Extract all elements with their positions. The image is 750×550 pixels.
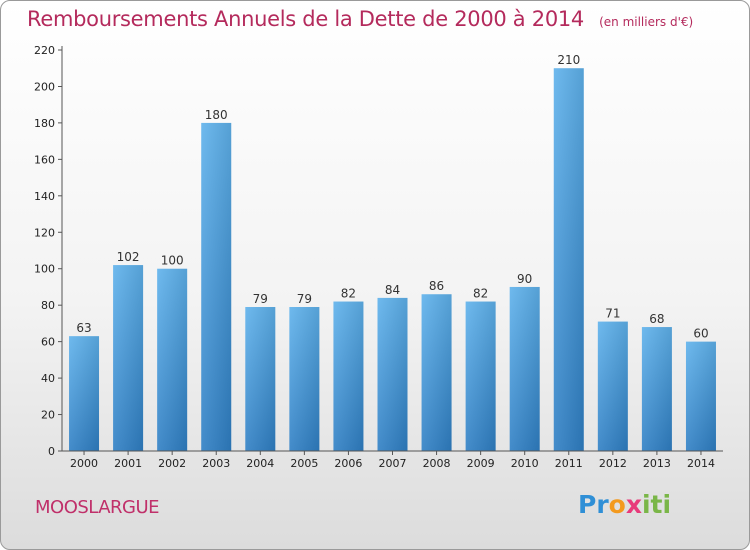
x-tick-label: 2000 [70,457,98,470]
x-tick-label: 2006 [334,457,362,470]
y-tick-label: 80 [41,299,55,312]
x-tick-label: 2013 [643,457,671,470]
x-tick-label: 2007 [379,457,407,470]
data-label: 210 [557,53,580,67]
title-block: Remboursements Annuels de la Dette de 20… [27,7,693,31]
bar-shade [245,307,276,451]
bar-shade [377,297,408,451]
y-tick-label: 160 [34,153,55,166]
proxiti-logo: Proxiti [578,490,672,519]
y-tick-label: 180 [34,117,55,130]
x-tick-label: 2009 [467,457,495,470]
y-axis: 0 20 40 60 80 100 120 140 160 180 200 220 [34,44,63,458]
bar-shade [69,336,100,451]
y-tick-label: 220 [34,44,55,57]
bar-shade [509,286,540,451]
x-tick-label: 2003 [202,457,230,470]
data-label: 68 [649,312,664,326]
x-tick-label: 2005 [290,457,318,470]
x-axis: 2000 2001 2002 2003 2004 2005 2006 2007 2008 2009… [62,450,723,470]
bar-shade [289,307,320,451]
y-tick-label: 0 [48,445,55,458]
y-tick-label: 140 [34,190,55,203]
y-tick-label: 100 [34,263,55,276]
bars: 63 102 100 180 79 79 82 84 86 82 90 210 71 68 60 [69,53,716,452]
bar-shade [201,122,232,451]
x-tick-label: 2010 [511,457,539,470]
bar-shade [465,301,496,451]
bar-shade [685,341,716,451]
data-label: 102 [117,250,140,264]
y-tick-label: 20 [41,409,55,422]
bar-shade [641,327,672,451]
bar-shade [333,301,364,451]
commune-name: MOOSLARGUE [35,497,160,518]
x-tick-label: 2008 [423,457,451,470]
y-tick-label: 60 [41,336,55,349]
data-label: 100 [161,254,184,268]
data-label: 84 [385,283,400,297]
bar-shade [553,68,584,452]
chart-title: Remboursements Annuels de la Dette de 20… [27,7,584,31]
x-tick-label: 2002 [158,457,186,470]
x-tick-label: 2004 [246,457,274,470]
data-label: 86 [429,279,444,293]
data-label: 90 [517,272,532,286]
y-tick-label: 200 [34,80,55,93]
chart-subtitle: (en milliers d'€) [599,15,694,29]
data-label: 79 [253,292,268,306]
data-label: 180 [205,108,228,122]
bar-shade [113,265,144,451]
bar-shade [597,321,628,451]
y-tick-label: 40 [41,372,55,385]
x-tick-label: 2011 [555,457,583,470]
y-tick-label: 120 [34,226,55,239]
bar-shade [157,268,188,451]
data-label: 60 [693,327,708,341]
x-tick-label: 2014 [687,457,715,470]
data-label: 63 [76,321,91,335]
bar-shade [421,294,452,451]
x-tick-label: 2012 [599,457,627,470]
data-label: 79 [297,292,312,306]
data-label: 82 [341,287,356,301]
data-label: 82 [473,287,488,301]
data-label: 71 [605,307,620,321]
x-tick-label: 2001 [114,457,142,470]
